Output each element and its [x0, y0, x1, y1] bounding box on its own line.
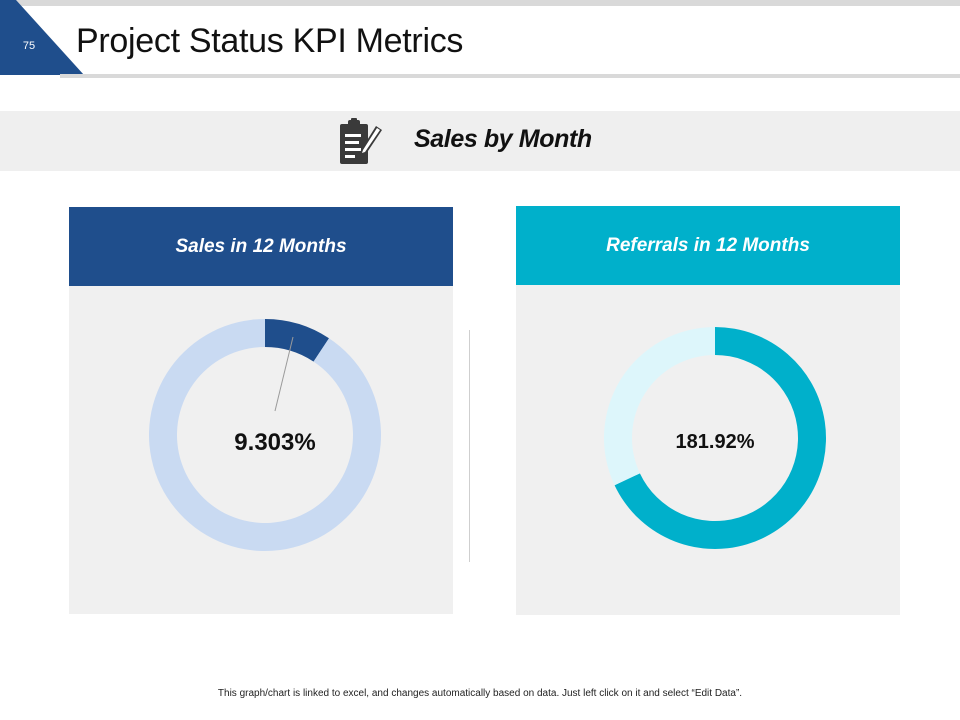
top-rule	[0, 0, 960, 6]
sales-card-header: Sales in 12 Months	[69, 207, 453, 286]
clipboard-pen-icon	[340, 118, 382, 164]
referrals-donut-label: 181.92%	[676, 431, 755, 453]
page-number-tab	[0, 0, 84, 75]
referrals-slice-2	[604, 327, 715, 486]
sales-leader-line	[274, 336, 294, 412]
referrals-card: Referrals in 12 Months	[516, 206, 900, 615]
vertical-divider	[469, 330, 470, 562]
page-number: 75	[22, 40, 36, 52]
footer-note: This graph/chart is linked to excel, and…	[217, 688, 743, 699]
referrals-card-header: Referrals in 12 Months	[516, 206, 900, 285]
section-title: Sales by Month	[414, 125, 592, 153]
referrals-donut-chart: 181.92%	[604, 327, 826, 549]
sales-donut-chart: 9.303%	[148, 319, 381, 551]
title-underline	[60, 74, 960, 78]
page-title: Project Status KPI Metrics	[76, 22, 464, 60]
sales-slice-1	[265, 319, 330, 362]
sales-donut-label: 9.303%	[234, 429, 315, 456]
section-band	[0, 111, 960, 171]
